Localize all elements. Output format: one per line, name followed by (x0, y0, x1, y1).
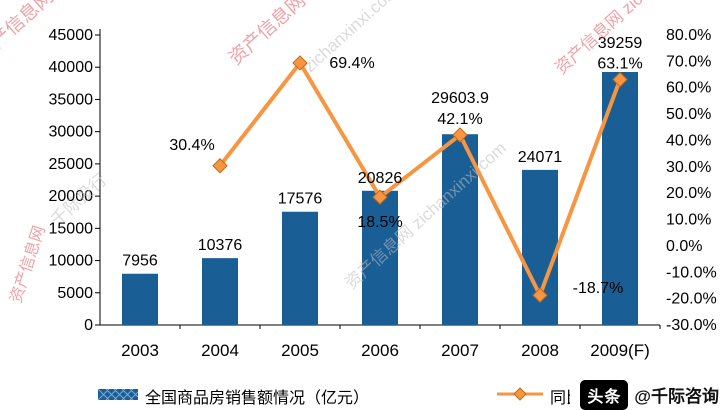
legend-item-sales: 全国商品房销售额情况（亿元） (97, 384, 370, 408)
left-axis-tick-label: 20000 (49, 188, 94, 205)
growth-line (218, 59, 622, 301)
left-axis-tick-label: 5000 (57, 285, 93, 302)
left-axis-tick-label: 40000 (49, 59, 94, 76)
bar-value-label: 24071 (518, 149, 563, 166)
toutiao-badge: 头条 @千际咨询 (570, 379, 723, 410)
sales-bar (362, 190, 398, 325)
x-axis-label: 2009(F) (590, 341, 650, 360)
growth-value-label: 42.1% (437, 111, 482, 128)
line-series-icon (497, 386, 543, 406)
growth-value-label: 63.1% (597, 56, 642, 73)
growth-point-marker (452, 127, 468, 143)
sales-bar (122, 273, 158, 325)
growth-value-label: 18.5% (357, 214, 402, 231)
bar-value-label: 10376 (198, 237, 243, 254)
right-axis-tick-label: 20.0% (666, 185, 711, 202)
growth-point-marker (532, 287, 548, 303)
x-axis-label: 2007 (441, 341, 479, 360)
left-axis-tick-label: 35000 (49, 91, 94, 108)
x-axis-label: 2008 (521, 341, 559, 360)
x-axis-label: 2003 (121, 341, 159, 360)
toutiao-handle: @千际咨询 (634, 387, 719, 406)
right-axis-tick-label: 0.0% (666, 238, 702, 255)
bar-series-icon (97, 387, 139, 405)
left-axis-tick-label: 25000 (49, 156, 94, 173)
bar-value-label: 7956 (122, 253, 158, 270)
x-axis-label: 2005 (281, 341, 319, 360)
growth-point-marker (372, 189, 388, 205)
growth-point-marker (612, 71, 628, 88)
sales-bar (202, 258, 238, 325)
sales-bar (442, 134, 478, 325)
growth-value-label: -18.7% (573, 280, 624, 297)
left-axis-tick-label: 45000 (49, 27, 94, 44)
right-axis-tick-label: 50.0% (666, 106, 711, 123)
bar-series-label: 全国商品房销售额情况（亿元） (145, 390, 370, 407)
bar-value-label: 29603.9 (431, 90, 489, 107)
x-axis-label: 2004 (201, 341, 239, 360)
left-axis-tick-label: 0 (84, 317, 93, 334)
x-axis-label: 2006 (361, 341, 399, 360)
toutiao-logo: 头条 (580, 379, 629, 410)
bar-value-label: 39259 (598, 35, 643, 52)
right-axis-tick-label: 10.0% (666, 212, 711, 229)
right-axis-tick-label: -10.0% (666, 264, 717, 281)
right-axis-tick-label: 60.0% (666, 80, 711, 97)
bar-value-label: 20826 (358, 170, 403, 187)
growth-value-label: 30.4% (169, 137, 214, 154)
left-axis-tick-label: 10000 (49, 253, 94, 270)
right-axis-tick-label: 30.0% (666, 159, 711, 176)
sales-bar (282, 211, 318, 325)
left-axis-tick-label: 15000 (49, 220, 94, 237)
growth-value-label: 69.4% (329, 55, 374, 72)
right-axis-tick-label: -30.0% (666, 317, 717, 334)
right-axis-tick-label: 80.0% (666, 27, 711, 44)
right-axis-tick-label: 70.0% (666, 53, 711, 70)
left-axis-tick-label: 30000 (49, 124, 94, 141)
right-axis-tick-label: -20.0% (666, 291, 717, 308)
growth-point-marker (212, 158, 228, 174)
right-axis-tick-label: 40.0% (666, 132, 711, 149)
sales-growth-chart: 45000 40000 35000 30000 25000 20000 15000 10000… (49, 27, 717, 360)
bar-value-label: 17576 (278, 191, 323, 208)
growth-point-marker (292, 55, 308, 71)
